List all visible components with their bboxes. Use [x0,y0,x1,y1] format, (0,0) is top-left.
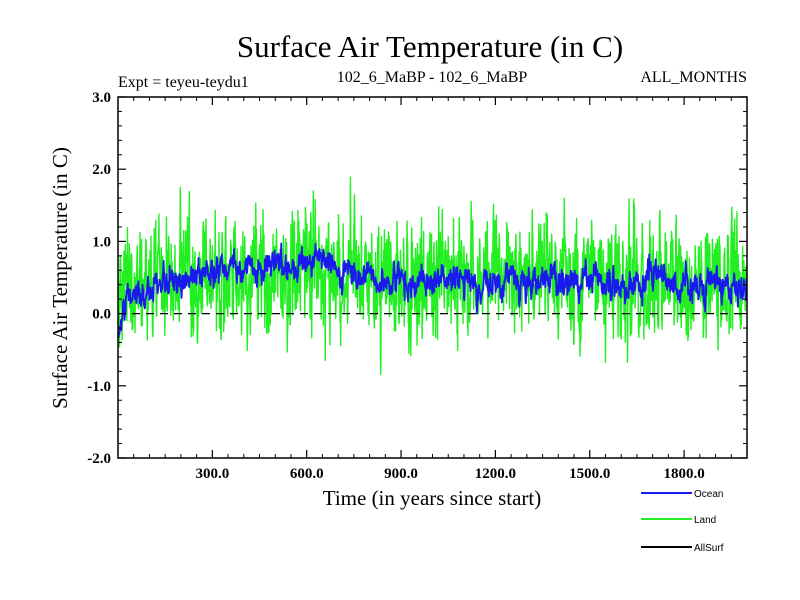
y-tick-label: 1.0 [92,234,111,250]
y-tick-label: -2.0 [87,451,111,467]
legend: Ocean Land AllSurf [641,489,724,554]
x-axis-label: Time (in years since start) [323,486,542,510]
y-tick-label: 2.0 [92,162,111,178]
axis-ticks: -2.0 -1.0 0.0 1.0 2.0 3.0 300.0 600.0 900.0 1200.… [87,90,747,482]
y-tick-label: 3.0 [92,90,111,106]
legend-label-land: Land [694,515,716,526]
y-tick-label: -1.0 [87,379,111,395]
series-land-line [118,176,747,376]
series-layer [118,176,747,376]
legend-label-allsurf: AllSurf [694,543,724,554]
chart-title: Surface Air Temperature (in C) [237,29,623,64]
x-tick-label: 300.0 [195,466,229,482]
series-ocean-line [118,242,747,339]
x-tick-label: 1200.0 [475,466,516,482]
y-axis-label: Surface Air Temperature (in C) [48,147,72,409]
x-tick-label: 900.0 [384,466,418,482]
subtitle-right: ALL_MONTHS [640,69,747,86]
y-tick-label: 0.0 [92,307,111,323]
subtitle-center: 102_6_MaBP - 102_6_MaBP [337,69,528,86]
subtitle-left: Expt = teyeu-teydu1 [118,74,249,91]
x-tick-label: 1800.0 [663,466,704,482]
x-tick-label: 600.0 [290,466,324,482]
legend-label-ocean: Ocean [694,489,723,500]
x-tick-label: 1500.0 [569,466,610,482]
